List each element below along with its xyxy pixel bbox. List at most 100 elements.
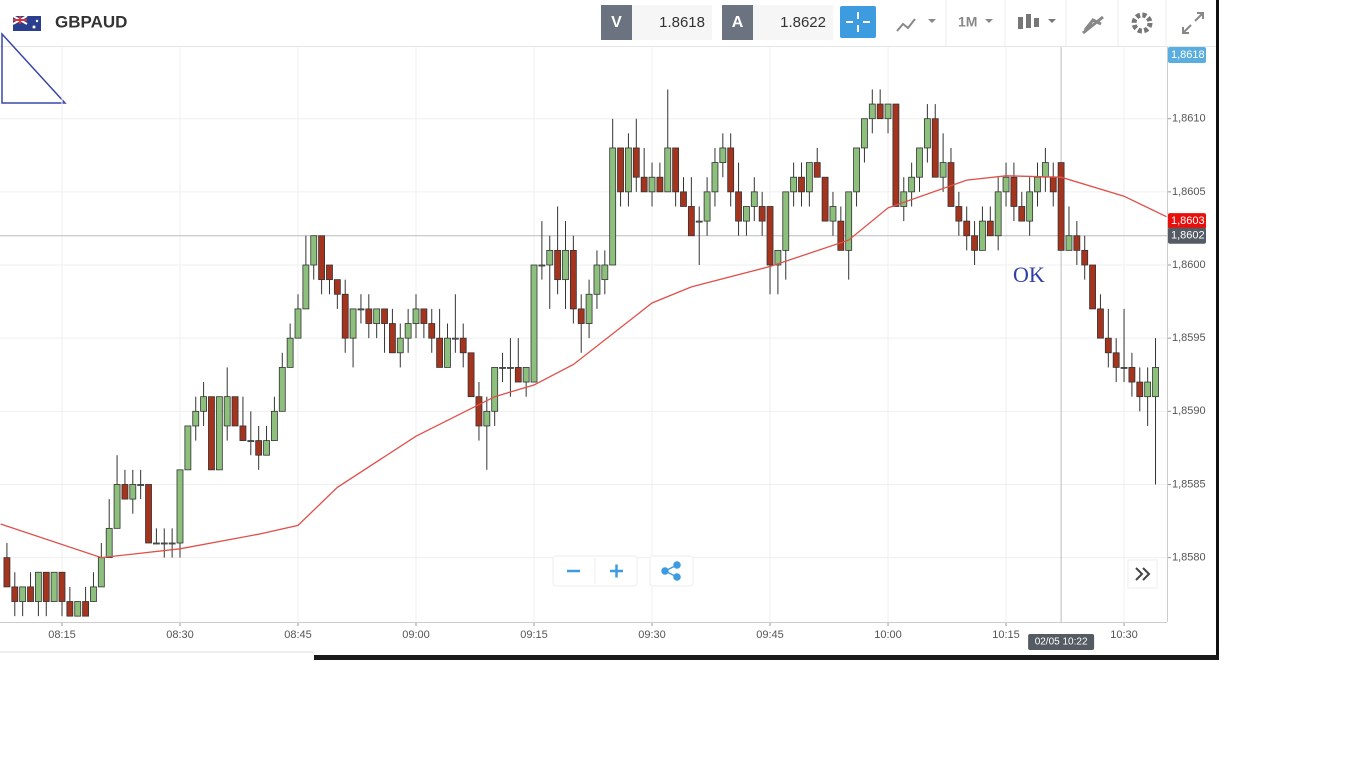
- candle-body: [1097, 308, 1104, 339]
- candle-body: [333, 279, 341, 295]
- candle-body: [876, 103, 884, 120]
- candle-body: [798, 176, 805, 193]
- bid-button[interactable]: [601, 5, 632, 40]
- candle-body: [42, 571, 50, 602]
- candle-body: [27, 586, 34, 602]
- candle-body: [1034, 176, 1041, 193]
- candle-body: [750, 191, 758, 207]
- candle-body: [66, 601, 74, 617]
- candle-body: [522, 367, 530, 383]
- candle-body: [695, 220, 703, 223]
- share-button[interactable]: [661, 561, 681, 581]
- flag-icon: [12, 15, 41, 31]
- x-tick-label: 09:30: [638, 629, 666, 641]
- candle-body: [247, 440, 255, 442]
- x-tick-label: 10:30: [1110, 629, 1138, 641]
- candle-body: [200, 396, 207, 412]
- candle-body: [546, 249, 554, 266]
- x-tick-label: 10:15: [992, 629, 1020, 641]
- candle-body: [900, 191, 908, 207]
- candle-body: [837, 220, 845, 251]
- annotation: OK: [1013, 262, 1045, 287]
- ask-button[interactable]: [722, 5, 753, 40]
- candle-body: [168, 542, 176, 545]
- candle-body: [719, 147, 727, 163]
- candle-body: [34, 571, 42, 602]
- last-price-label-box: [1168, 47, 1206, 63]
- candle-body: [861, 118, 868, 149]
- x-tick-label: 09:45: [756, 629, 784, 641]
- candle-body: [318, 235, 326, 281]
- candle-body: [499, 367, 506, 369]
- candle-body: [82, 601, 89, 617]
- candle-body: [1104, 337, 1112, 354]
- candle-body: [145, 484, 152, 544]
- scroll-end-button[interactable]: [1127, 559, 1158, 589]
- candle-body: [680, 191, 687, 207]
- candle-body: [727, 147, 735, 193]
- candle-body: [294, 308, 302, 339]
- candle-style-button[interactable]: [1018, 14, 1056, 29]
- candle-body: [271, 410, 278, 441]
- candle-body: [326, 264, 333, 281]
- ask-box[interactable]: [753, 5, 833, 40]
- candle-body: [286, 337, 294, 368]
- candle-body: [97, 557, 105, 588]
- candle-body: [923, 118, 931, 149]
- candle-body: [436, 337, 444, 368]
- chart-type-button[interactable]: [896, 18, 936, 32]
- candle-body: [805, 162, 813, 193]
- candle-body: [687, 206, 695, 237]
- moving-average-label-box: [1168, 213, 1206, 230]
- candle-body: [278, 367, 286, 412]
- timeframe[interactable]: 1M: [958, 14, 977, 30]
- candle-body: [255, 440, 263, 456]
- bid-box[interactable]: [632, 5, 712, 40]
- candle-body: [428, 323, 436, 339]
- candle-body: [90, 586, 97, 602]
- candle-body: [853, 147, 860, 193]
- collapse-button[interactable]: [1182, 12, 1204, 34]
- candle-body: [129, 484, 137, 500]
- candle-body: [625, 147, 632, 193]
- candle-body: [160, 542, 168, 545]
- drawn-triangle: [1, 32, 67, 104]
- candle-body: [459, 337, 467, 354]
- ask-price: 1.8622: [780, 14, 826, 31]
- zoom-in-button[interactable]: [610, 564, 623, 578]
- candle-body: [1049, 176, 1057, 193]
- y-tick-label: 1,8590: [1172, 405, 1206, 417]
- settings-button[interactable]: [1131, 12, 1153, 34]
- y-tick-label: 1,8580: [1172, 552, 1206, 564]
- zoom-controls: [552, 555, 694, 587]
- candle-body: [1128, 367, 1136, 383]
- candle-body: [632, 147, 640, 178]
- candle-body: [467, 352, 475, 398]
- crosshair-button[interactable]: [840, 6, 876, 38]
- candle-body: [758, 206, 766, 222]
- bid-label: V: [611, 14, 622, 31]
- candle-body: [1081, 249, 1089, 266]
- moving-average-label: 1,8603: [1171, 215, 1205, 227]
- candle-body: [74, 601, 82, 617]
- candle-body: [1026, 191, 1034, 222]
- moving-average-line: [0, 175, 1167, 559]
- candle-body: [412, 308, 420, 324]
- candle-body: [475, 396, 483, 427]
- candle-body: [994, 191, 1002, 237]
- timeframe-caret: [985, 19, 993, 23]
- draw-button[interactable]: [1082, 15, 1104, 35]
- candle-body: [530, 264, 538, 383]
- candle-body: [829, 206, 837, 222]
- candle-body: [50, 571, 58, 602]
- candle-body: [1136, 381, 1144, 398]
- candle-body: [231, 396, 239, 427]
- candle-body: [381, 308, 388, 324]
- candle-body: [215, 396, 223, 471]
- candle-body: [105, 527, 113, 559]
- crosshair-x-label-box: [1028, 634, 1095, 650]
- candle-body: [955, 206, 963, 222]
- candle-body: [1065, 235, 1073, 251]
- candle-body: [176, 469, 184, 544]
- candle-body: [821, 176, 829, 222]
